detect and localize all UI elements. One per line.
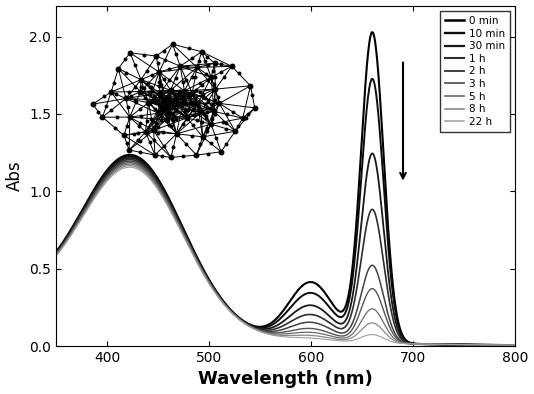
Legend: 0 min, 10 min, 30 min, 1 h, 2 h, 3 h, 5 h, 8 h, 22 h: 0 min, 10 min, 30 min, 1 h, 2 h, 3 h, 5 … bbox=[439, 11, 510, 132]
Y-axis label: Abs: Abs bbox=[5, 160, 23, 191]
X-axis label: Wavelength (nm): Wavelength (nm) bbox=[198, 370, 373, 388]
